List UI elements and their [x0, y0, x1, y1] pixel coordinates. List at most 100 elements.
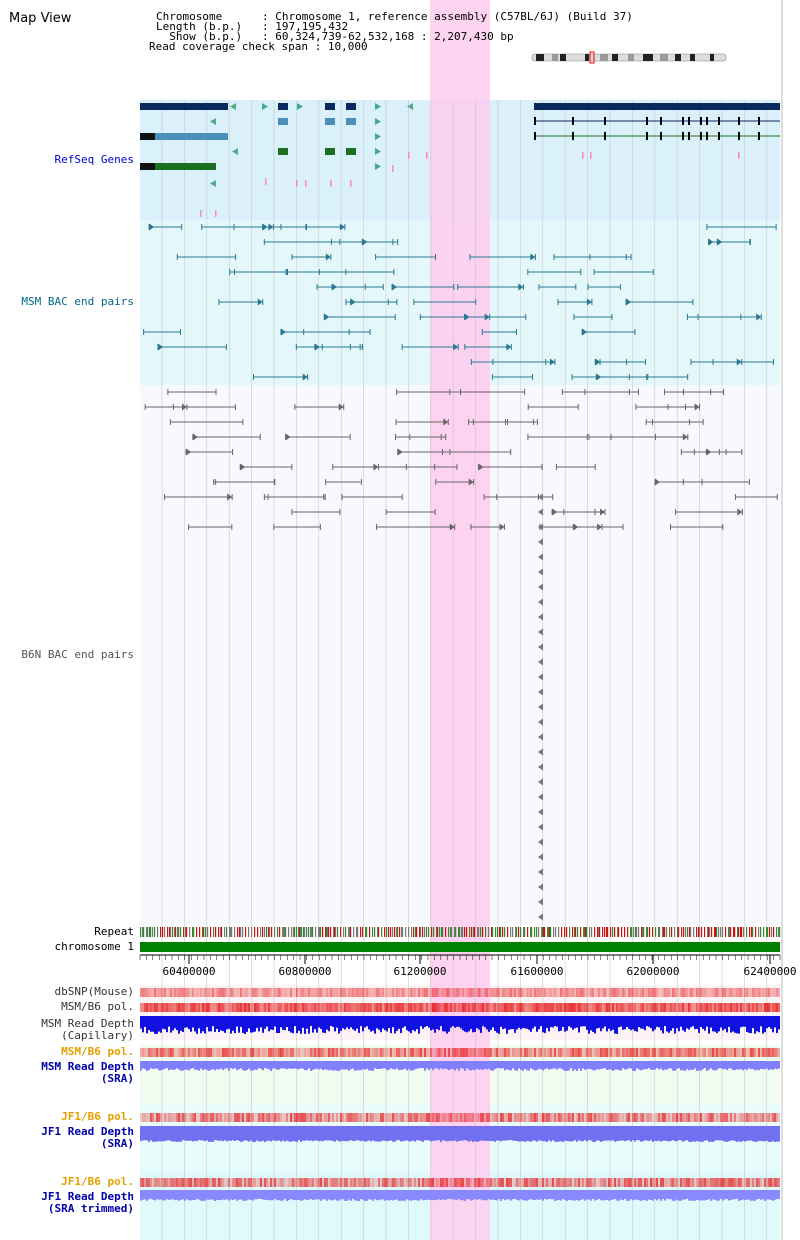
jf1-trim-depth [366, 1190, 368, 1201]
jf1-sra-depth [544, 1126, 546, 1142]
msm-cap-depth [678, 1016, 680, 1032]
msm-b6-pol2-heat [712, 1048, 714, 1057]
msm-sra-depth [576, 1061, 578, 1071]
dbsnp-heat [210, 988, 212, 997]
jf1-b6-pol2-heat [674, 1178, 676, 1187]
msm-b6-pol-heat [578, 1003, 580, 1012]
msm-cap-depth [218, 1016, 220, 1033]
repeat-mark [687, 927, 689, 937]
jf1-sra-depth [734, 1126, 736, 1142]
msm-b6-pol-heat [586, 1003, 588, 1012]
msm-cap-depth [166, 1016, 168, 1033]
msm-sra-depth [582, 1061, 584, 1069]
jf1-b6-pol-heat [528, 1113, 530, 1122]
repeat-mark [771, 927, 773, 937]
repeat-mark [349, 927, 351, 937]
msm-b6-pol2-heat [420, 1048, 422, 1057]
msm-sra-depth [324, 1061, 326, 1070]
repeat-mark [288, 927, 290, 937]
jf1-trim-depth [680, 1190, 682, 1201]
msm-cap-depth [738, 1016, 740, 1034]
msm-sra-depth [772, 1061, 774, 1070]
jf1-b6-pol2-heat [224, 1178, 226, 1187]
jf1-b6-pol-heat [436, 1113, 438, 1122]
dbsnp-heat [374, 988, 376, 997]
msm-b6-pol2-heat [764, 1048, 766, 1057]
jf1-trim-depth [566, 1190, 568, 1201]
jf1-b6-pol2-heat [676, 1178, 678, 1187]
dbsnp-heat [532, 988, 534, 997]
msm-sra-depth [442, 1061, 444, 1070]
msm-sra-depth [680, 1061, 682, 1071]
repeat-mark [618, 927, 620, 937]
msm-b6-pol-heat [628, 1003, 630, 1012]
jf1-b6-pol-heat [772, 1113, 774, 1122]
msm-b6-pol2-heat [356, 1048, 358, 1057]
jf1-trim-depth [736, 1190, 738, 1199]
msm-b6-pol2-heat [692, 1048, 694, 1057]
jf1-trim-depth [666, 1190, 668, 1199]
msm-sra-depth [496, 1061, 498, 1069]
msm-cap-depth [342, 1016, 344, 1029]
jf1-sra-depth [346, 1126, 348, 1142]
msm-b6-pol2-heat [416, 1048, 418, 1057]
dbsnp-heat [638, 988, 640, 997]
dbsnp-heat [508, 988, 510, 997]
repeat-mark [293, 927, 295, 937]
msm-b6-pol-heat [464, 1003, 466, 1012]
jf1-b6-pol2-heat [164, 1178, 166, 1187]
msm-b6-pol2-heat [434, 1048, 436, 1057]
repeat-mark [674, 927, 676, 937]
msm-cap-depth [660, 1016, 662, 1031]
msm-b6-pol-heat [412, 1003, 414, 1012]
msm-sra-depth [206, 1061, 208, 1071]
jf1-sra-depth [190, 1126, 192, 1141]
jf1-b6-pol-heat [704, 1113, 706, 1122]
repeat-mark [269, 927, 271, 937]
msm-cap-depth [714, 1016, 716, 1032]
dbsnp-heat [178, 988, 180, 997]
jf1-sra-depth [488, 1126, 490, 1141]
msm-sra-depth [290, 1061, 292, 1069]
dbsnp-heat [640, 988, 642, 997]
msm-cap-depth [178, 1016, 180, 1034]
jf1-b6-pol2-heat [232, 1178, 234, 1187]
msm-b6-pol2-heat [364, 1048, 366, 1057]
axis-tick-label: 62000000 [627, 965, 680, 978]
msm-b6-pol2-heat [686, 1048, 688, 1057]
jf1-trim-depth [744, 1190, 746, 1200]
jf1-b6-pol-heat [692, 1113, 694, 1122]
jf1-b6-pol-heat [148, 1113, 150, 1122]
msm-b6-pol-heat [684, 1003, 686, 1012]
msm-b6-pol-heat [372, 1003, 374, 1012]
msm-sra-depth [718, 1061, 720, 1069]
msm-sra-depth [396, 1061, 398, 1069]
repeat-mark [411, 927, 413, 937]
jf1-trim-depth [442, 1190, 444, 1200]
dbsnp-heat [274, 988, 276, 997]
msm-b6-pol2-heat [700, 1048, 702, 1057]
jf1-b6-pol2-heat [486, 1178, 488, 1187]
msm-sra-depth [588, 1061, 590, 1069]
jf1-sra-depth [232, 1126, 234, 1141]
jf1-trim-depth [446, 1190, 448, 1200]
msm-b6-pol-heat [564, 1003, 566, 1012]
jf1-b6-pol2-heat [324, 1178, 326, 1187]
jf1-b6-pol-heat [186, 1113, 188, 1122]
msm-b6-pol2-heat [190, 1048, 192, 1057]
msm-sra-depth [440, 1061, 442, 1069]
jf1-sra-depth [736, 1126, 738, 1142]
jf1-b6-pol-heat [466, 1113, 468, 1122]
msm-b6-pol-heat [562, 1003, 564, 1012]
repeat-mark [175, 927, 177, 937]
jf1-b6-pol2-heat [272, 1178, 274, 1187]
jf1-b6-pol-heat [348, 1113, 350, 1122]
dbsnp-heat [652, 988, 654, 997]
msm-b6-pol-heat [640, 1003, 642, 1012]
jf1-trim-depth [480, 1190, 482, 1200]
msm-sra-depth [160, 1061, 162, 1071]
msm-sra-depth [216, 1061, 218, 1070]
jf1-sra-depth [500, 1126, 502, 1142]
msm-sra-depth [170, 1061, 172, 1070]
dbsnp-heat [192, 988, 194, 997]
